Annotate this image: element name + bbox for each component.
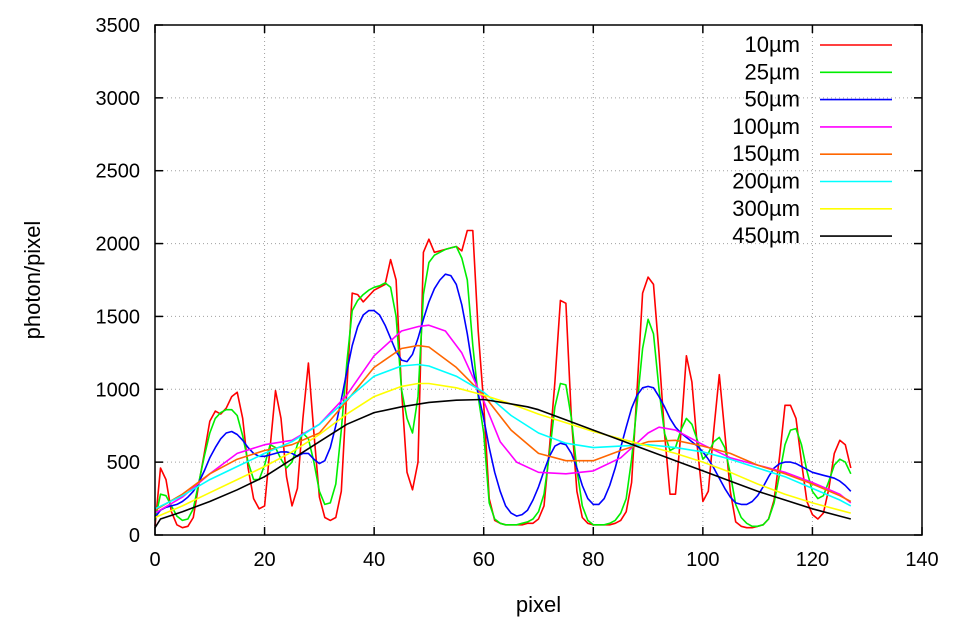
series-lines: [154, 229, 852, 529]
series-line-4: [154, 324, 852, 514]
y-tick-label: 3500: [96, 15, 141, 37]
series-line-8: [154, 398, 852, 529]
series-line-1: [154, 229, 852, 529]
legend-label: 100µm: [732, 114, 800, 139]
x-tick-label: 80: [582, 549, 604, 571]
series-line-5: [154, 344, 852, 511]
legend-label: 50µm: [745, 87, 800, 112]
series-line-2: [154, 245, 852, 528]
x-tick-label: 40: [363, 549, 385, 571]
x-axis-label: pixel: [516, 592, 561, 617]
y-tick-label: 0: [129, 525, 140, 547]
x-tick-label: 140: [905, 549, 938, 571]
x-tick-label: 20: [253, 549, 275, 571]
y-tick-label: 500: [107, 452, 140, 474]
legend-label: 200µm: [732, 169, 800, 194]
series-line-3: [154, 273, 852, 518]
x-tick-label: 0: [149, 549, 160, 571]
y-axis-label: photon/pixel: [20, 221, 45, 340]
legend-label: 25µm: [745, 59, 800, 84]
x-tick-label: 60: [473, 549, 495, 571]
legend-label: 10µm: [745, 32, 800, 57]
y-tick-label: 1500: [96, 306, 141, 328]
series-line-6: [154, 363, 852, 510]
axis-ticks: 0 20 40 60 80 100 120 140 0 500 1000 1500 2000 2500 30…: [96, 15, 939, 571]
legend-label: 150µm: [732, 141, 800, 166]
x-tick-label: 100: [686, 549, 719, 571]
plot-frame: [154, 24, 923, 536]
y-tick-label: 2500: [96, 161, 141, 183]
y-tick-label: 3000: [96, 88, 141, 110]
legend-label: 450µm: [732, 223, 800, 248]
grid-lines: [155, 25, 922, 535]
series-line-7: [154, 382, 852, 519]
legend-label: 300µm: [732, 196, 800, 221]
y-tick-label: 2000: [96, 234, 141, 256]
y-tick-label: 1000: [96, 379, 141, 401]
x-tick-label: 120: [796, 549, 829, 571]
